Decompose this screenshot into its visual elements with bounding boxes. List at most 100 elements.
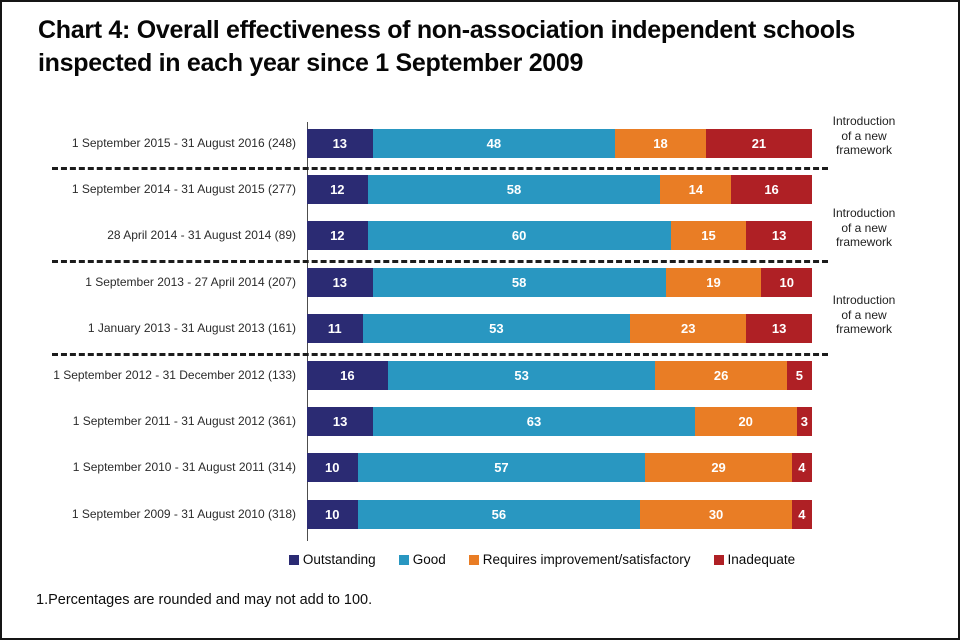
dashed-separator [52,167,828,171]
chart-title-line2: inspected in each year since 1 September… [38,48,584,77]
bar-row: 1 September 2013 - 27 April 2014 (207) 13… [2,259,812,305]
bar-value-label: 63 [526,414,542,430]
bar-value-label: 13 [771,321,787,337]
bar-segment-good: 60 [367,221,671,251]
bar-segment-inadequate: 13 [746,221,812,251]
bar-value-label: 4 [798,506,806,522]
bar-segment-requires-improvement-satisfactory: 23 [630,314,747,344]
bar-value-label: 16 [764,182,779,198]
bar-value-label: 23 [681,321,696,337]
bar-segment-outstanding: 13 [307,267,373,297]
new-framework-annotation: Introduction of a new framework [832,114,896,157]
bar-value-label: 58 [511,274,527,290]
bar-value-label: 3 [800,414,808,430]
bar-segment-good: 63 [373,407,695,437]
bar-value-label: 5 [795,367,803,383]
bar-value-label: 20 [738,414,753,430]
bar-track: 16 53 26 5 [307,360,812,390]
bar-value-label: 60 [511,228,527,244]
bar-segment-inadequate: 21 [705,128,812,158]
bar-value-label: 53 [514,367,529,383]
bar-segment-good: 56 [357,499,641,529]
new-framework-annotation: Introduction of a new framework [832,293,896,336]
bar-segment-inadequate: 16 [731,175,812,205]
bar-row: 1 September 2015 - 31 August 2016 (248) 1… [2,120,812,166]
category-label: 1 September 2014 - 31 August 2015 (277) [71,181,296,196]
category-label: 1 September 2012 - 31 December 2012 (133… [53,367,296,382]
legend-swatch-requires-improvement-satisfactory [468,554,479,565]
legend: Outstanding Good Requires improvement/sati… [2,552,958,567]
category-label: 1 January 2013 - 31 August 2013 (161) [87,321,296,336]
footnote: 1.Percentages are rounded and may not ad… [36,592,373,608]
bar-track: 12 58 14 16 [307,175,812,205]
bar-value-label: 12 [330,228,345,244]
bar-segment-inadequate: 4 [791,453,812,483]
bar-value-label: 29 [711,460,726,476]
legend-item-requires-improvement-satisfactory: Requires improvement/satisfactory [468,552,691,567]
bar-value-label: 48 [486,135,502,151]
bar-segment-requires-improvement-satisfactory: 18 [615,128,706,158]
bar-value-label: 13 [332,274,348,290]
bar-value-label: 56 [491,506,507,522]
bar-value-label: 58 [506,182,522,198]
bar-segment-inadequate: 13 [746,314,812,344]
bar-track: 13 63 20 3 [307,407,812,437]
chart-title: Chart 4: Overall effectiveness of non-as… [38,14,933,79]
bar-value-label: 15 [701,228,716,244]
legend-swatch-inadequate [713,554,724,565]
bar-value-label: 13 [332,135,348,151]
stacked-bar-chart: 1 September 2015 - 31 August 2016 (248) 1… [2,114,958,544]
legend-label: Outstanding [302,552,376,567]
bar-value-label: 16 [340,367,355,383]
bar-track: 10 57 29 4 [307,453,812,483]
bar-segment-good: 53 [387,360,656,390]
bar-value-label: 26 [713,367,729,383]
bar-value-label: 10 [325,506,340,522]
bar-segment-inadequate: 5 [786,360,812,390]
bar-value-label: 21 [751,135,767,151]
dashed-separator [52,260,828,264]
category-label: 1 September 2015 - 31 August 2016 (248) [71,135,296,150]
bar-segment-inadequate: 4 [791,499,812,529]
category-label: 1 September 2011 - 31 August 2012 (361) [72,413,296,428]
bar-value-label: 12 [330,182,345,198]
category-label: 1 September 2010 - 31 August 2011 (314) [72,460,296,475]
bar-segment-requires-improvement-satisfactory: 29 [645,453,792,483]
category-label: 1 September 2013 - 27 April 2014 (207) [85,274,296,289]
bar-track: 10 56 30 4 [307,499,812,529]
bar-row: 1 September 2012 - 31 December 2012 (133… [2,352,812,398]
category-label: 1 September 2009 - 31 August 2010 (318) [71,506,296,521]
bar-segment-outstanding: 10 [307,499,358,529]
bar-segment-outstanding: 10 [307,453,358,483]
bar-segment-requires-improvement-satisfactory: 30 [640,499,792,529]
bar-segment-outstanding: 11 [307,314,363,344]
bar-value-label: 13 [771,228,787,244]
bar-segment-good: 58 [372,267,666,297]
legend-swatch-outstanding [288,554,299,565]
bar-value-label: 10 [779,274,794,290]
bar-segment-outstanding: 13 [307,407,374,437]
bar-segment-inadequate: 3 [796,407,812,437]
bar-track: 11 53 23 13 [307,314,812,344]
bar-segment-outstanding: 16 [307,360,388,390]
bar-segment-good: 53 [362,314,631,344]
legend-swatch-good [398,554,409,565]
legend-label: Good [412,552,446,567]
bar-row: 28 April 2014 - 31 August 2014 (89) 12 60 1… [2,213,812,259]
new-framework-annotation: Introduction of a new framework [832,206,896,249]
bar-segment-outstanding: 12 [307,221,368,251]
bar-segment-inadequate: 10 [761,267,812,297]
bar-row: 1 September 2010 - 31 August 2011 (314) 1… [2,445,812,491]
bar-segment-requires-improvement-satisfactory: 26 [655,360,787,390]
bar-segment-outstanding: 13 [307,128,373,158]
bar-value-label: 53 [489,321,504,337]
bar-track: 13 48 18 21 [307,128,812,158]
bar-track: 12 60 15 13 [307,221,812,251]
bar-segment-requires-improvement-satisfactory: 14 [660,175,732,205]
bar-row: 1 September 2009 - 31 August 2010 (318) 1… [2,491,812,537]
bar-row: 1 September 2014 - 31 August 2015 (277) 1… [2,166,812,212]
bar-value-label: 19 [706,274,721,290]
bar-value-label: 11 [327,321,342,337]
bar-track: 13 58 19 10 [307,267,812,297]
bar-value-label: 13 [332,414,348,430]
